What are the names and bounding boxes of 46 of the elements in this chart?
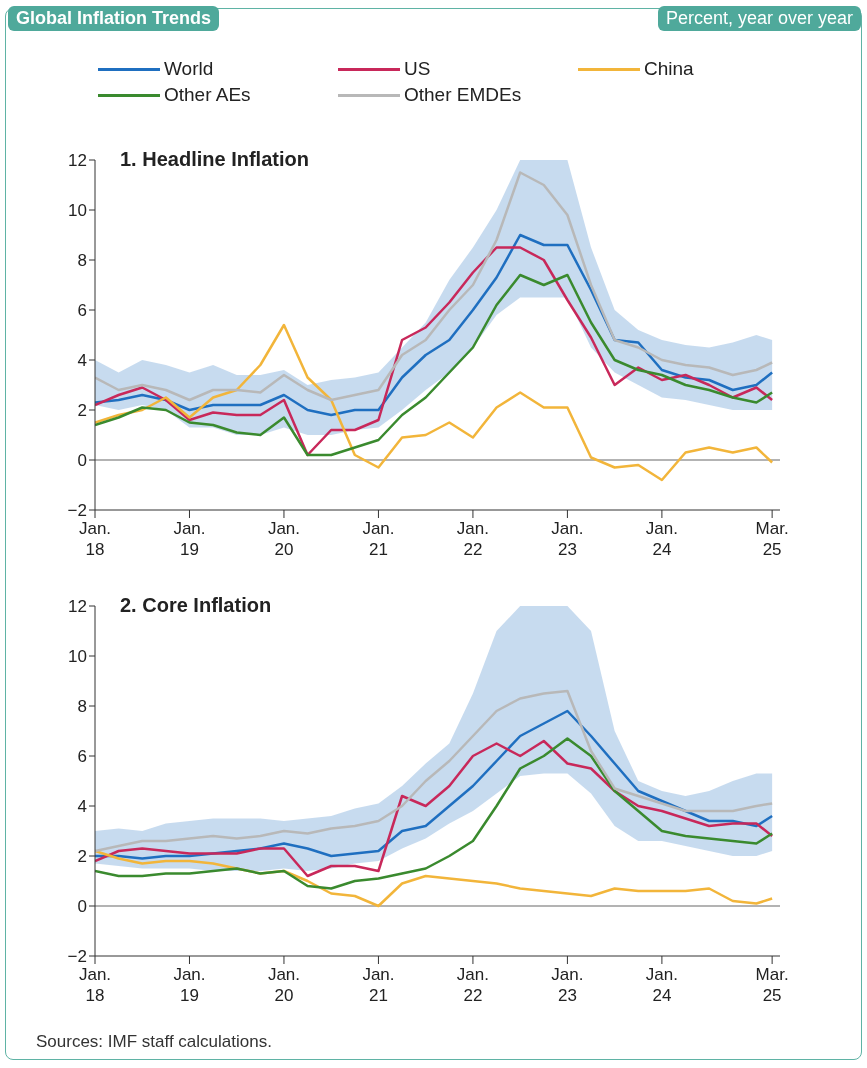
x-tick-label: Jan. 20 [267, 965, 301, 1005]
legend-label: US [404, 58, 431, 80]
y-tick-label: 4 [77, 797, 87, 817]
x-tick-label: Mar. 25 [755, 519, 789, 559]
y-tick-label: 12 [68, 151, 87, 171]
legend-label: Other AEs [164, 84, 251, 106]
y-tick-label: 0 [77, 451, 87, 471]
line-series [95, 849, 774, 908]
y-tick-label: 0 [77, 897, 87, 917]
chart-title: 1. Headline Inflation [120, 148, 309, 171]
source-note: Sources: IMF staff calculations. [36, 1032, 272, 1052]
x-tick-label: Mar. 25 [755, 965, 789, 1005]
x-tick-label: Jan. 22 [456, 965, 489, 1005]
y-tick-label: −2 [67, 501, 87, 521]
x-tick-label: Jan. 18 [78, 965, 112, 1005]
x-tick-label: Jan. 19 [173, 519, 206, 559]
x-tick-label: Jan. 24 [645, 519, 678, 559]
x-tick-label: Jan. 20 [267, 519, 301, 559]
x-tick-label: Jan. 23 [551, 519, 584, 559]
y-tick-label: 8 [77, 251, 87, 271]
y-tick-label: 6 [77, 747, 87, 767]
x-tick-label: Jan. 21 [362, 965, 395, 1005]
chart-title: 2. Core Inflation [120, 594, 272, 617]
y-tick-label: 2 [77, 401, 87, 421]
y-tick-label: −2 [67, 947, 87, 967]
y-tick-label: 8 [77, 697, 87, 717]
line-series [95, 323, 774, 482]
x-tick-label: Jan. 21 [362, 519, 395, 559]
y-tick-label: 10 [68, 647, 87, 667]
legend-label: China [644, 58, 694, 80]
text: Global Inflation Trends [8, 6, 220, 31]
y-tick-label: 10 [68, 201, 87, 221]
legend-label: World [164, 58, 214, 80]
text: Percent, year over year [657, 6, 861, 31]
legend-label: Other EMDEs [404, 84, 522, 106]
y-tick-label: 2 [77, 847, 87, 867]
x-tick-label: Jan. 23 [551, 965, 584, 1005]
x-tick-label: Jan. 22 [456, 519, 489, 559]
y-tick-label: 12 [68, 597, 87, 617]
y-tick-label: 6 [77, 301, 87, 321]
x-tick-label: Jan. 18 [78, 519, 112, 559]
line-series [95, 171, 774, 402]
y-tick-label: 4 [77, 351, 87, 371]
line-series [95, 689, 774, 853]
x-tick-label: Jan. 19 [173, 965, 206, 1005]
x-tick-label: Jan. 24 [645, 965, 678, 1005]
